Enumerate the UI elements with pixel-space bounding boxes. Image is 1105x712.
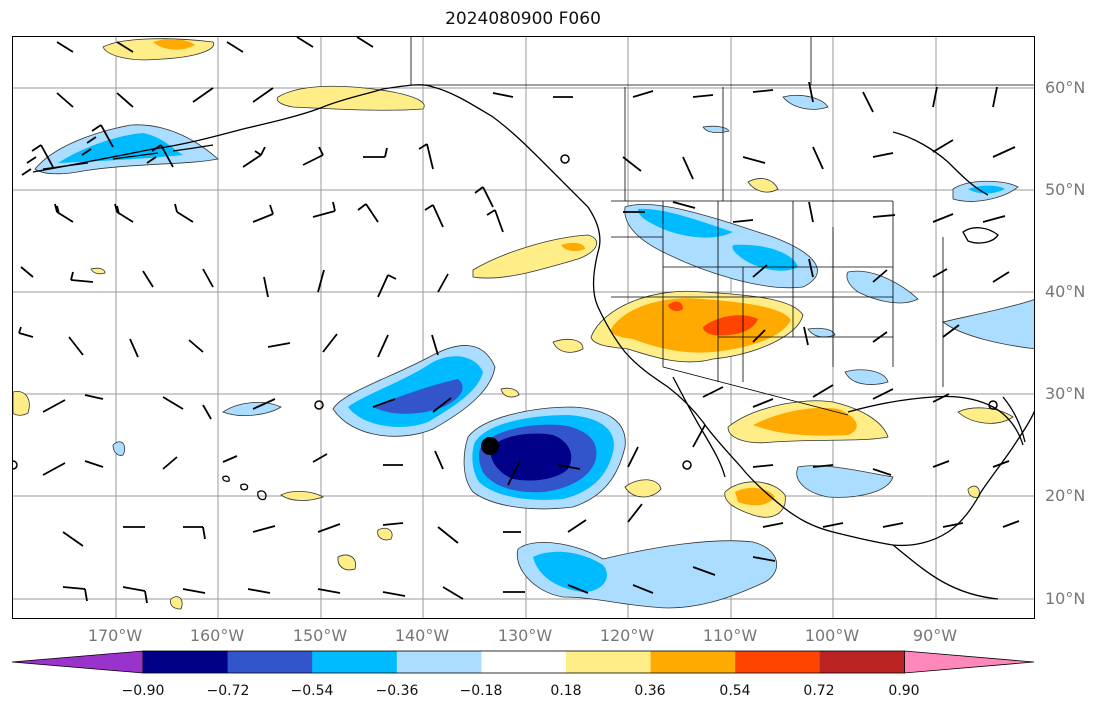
pos-region-ca-coast-core bbox=[561, 242, 585, 252]
neg-region-plains-core bbox=[638, 208, 733, 238]
neg-region-small-5 bbox=[702, 125, 730, 134]
colorbar-segment bbox=[735, 651, 821, 673]
north-america-coast bbox=[32, 84, 1034, 547]
pos-region-southwest-core2 bbox=[668, 301, 683, 312]
calm-markers bbox=[13, 154, 998, 470]
hawaii-3 bbox=[222, 475, 230, 482]
neg-region-small-1 bbox=[222, 402, 282, 417]
pos-region-ontario bbox=[747, 178, 779, 193]
pos-region-texas bbox=[957, 407, 1014, 424]
colorbar-tick-label: 0.18 bbox=[550, 683, 582, 699]
colorbar-segment bbox=[143, 651, 229, 673]
lon-label-170w: 170°W bbox=[87, 626, 143, 645]
colorbar-segment bbox=[819, 651, 905, 673]
colorbar-tick-label: −0.90 bbox=[121, 683, 165, 699]
pos-region-pacific-3 bbox=[377, 527, 393, 541]
neg-region-equator-core bbox=[533, 551, 607, 592]
pos-region-gulf-core bbox=[753, 407, 857, 436]
colorbar-tick-label: −0.72 bbox=[206, 683, 250, 699]
colorbar-tick-label: −0.36 bbox=[375, 683, 419, 699]
colorbar-tick-label: −0.18 bbox=[459, 683, 503, 699]
anomaly-contours bbox=[13, 38, 1034, 610]
pos-region-pacific-6 bbox=[500, 387, 520, 398]
pos-region-aleut-2 bbox=[90, 267, 106, 275]
baja-coast bbox=[672, 376, 726, 478]
neg-region-small-2 bbox=[112, 441, 126, 456]
pos-region-pacific-2 bbox=[337, 554, 356, 571]
colorbar-segment bbox=[396, 651, 482, 673]
pos-region-ca-coast bbox=[472, 234, 598, 279]
pos-region-aleutian-core bbox=[153, 39, 195, 50]
neg-region-plains-2 bbox=[732, 244, 798, 271]
neg-region-small-4 bbox=[807, 327, 836, 338]
graticule bbox=[13, 37, 1034, 618]
neg-region-east bbox=[846, 270, 919, 304]
coastlines bbox=[32, 84, 1034, 600]
lon-label-90w: 90°W bbox=[912, 626, 958, 645]
lat-label-20n: 20°N bbox=[1045, 486, 1086, 505]
pos-region-cal-small bbox=[552, 338, 584, 353]
map-canvas bbox=[13, 37, 1034, 618]
colorbar-extend-max bbox=[904, 650, 1035, 674]
neg-region-atlantic bbox=[942, 299, 1034, 350]
lon-label-120w: 120°W bbox=[599, 626, 655, 645]
colorbar-tick-label: 0.54 bbox=[719, 683, 751, 699]
neg-region-ne bbox=[782, 94, 829, 110]
lon-label-140w: 140°W bbox=[394, 626, 450, 645]
lat-label-50n: 50°N bbox=[1045, 180, 1086, 199]
hawaii-1 bbox=[240, 483, 249, 491]
lon-label-100w: 100°W bbox=[804, 626, 860, 645]
colorbar-segment bbox=[481, 651, 567, 673]
hudson-coast bbox=[892, 131, 989, 196]
map-panel[interactable] bbox=[12, 36, 1035, 619]
lat-label-40n: 40°N bbox=[1045, 282, 1086, 301]
lat-label-10n: 10°N bbox=[1045, 589, 1086, 608]
wind-barbs bbox=[18, 37, 1020, 604]
colorbar-segment bbox=[227, 651, 313, 673]
colorbar-tick-label: 0.36 bbox=[634, 683, 666, 699]
pos-region-mexico-w bbox=[624, 479, 662, 498]
map-title: 2024080900 F060 bbox=[445, 9, 601, 29]
aleutian-chain bbox=[42, 144, 214, 170]
gulf-coast bbox=[847, 395, 1024, 446]
neg-region-alaska-core bbox=[58, 133, 183, 163]
colorbar-segment bbox=[566, 651, 652, 673]
neg-region-small-3 bbox=[844, 369, 889, 385]
neg-region-gulf bbox=[796, 465, 894, 498]
lon-label-110w: 110°W bbox=[702, 626, 758, 645]
storm-center-marker bbox=[481, 437, 499, 455]
florida-coast bbox=[1002, 396, 1026, 443]
lat-label-30n: 30°N bbox=[1045, 384, 1086, 403]
neg-region-subtropic-core bbox=[373, 379, 463, 414]
great-lakes bbox=[962, 227, 999, 244]
colorbar-tick-label: −0.54 bbox=[290, 683, 334, 699]
lon-label-150w: 150°W bbox=[292, 626, 348, 645]
pos-region-pacific bbox=[280, 491, 324, 501]
colorbar-extend-min bbox=[12, 650, 144, 674]
central-america bbox=[892, 544, 999, 600]
pos-region-yucatan bbox=[967, 485, 980, 498]
colorbar-outline bbox=[142, 650, 905, 674]
colorbar-tick-label: 0.72 bbox=[803, 683, 835, 699]
colorbar-tick-label: 0.90 bbox=[888, 683, 920, 699]
pos-region-pacific-5 bbox=[13, 390, 30, 416]
colorbar-segment bbox=[650, 651, 736, 673]
colorbar bbox=[12, 650, 1035, 674]
lon-label-160w: 160°W bbox=[189, 626, 245, 645]
neg-region-low-core bbox=[490, 433, 572, 481]
colorbar-segment bbox=[312, 651, 398, 673]
political-borders bbox=[410, 37, 1034, 416]
pos-region-southwest-mid bbox=[611, 298, 791, 353]
hawaii-2 bbox=[257, 490, 267, 501]
lon-label-130w: 130°W bbox=[497, 626, 553, 645]
lat-label-60n: 60°N bbox=[1045, 78, 1086, 97]
pos-region-southwest-core bbox=[703, 315, 758, 336]
pos-region-pacific-4 bbox=[170, 596, 183, 610]
